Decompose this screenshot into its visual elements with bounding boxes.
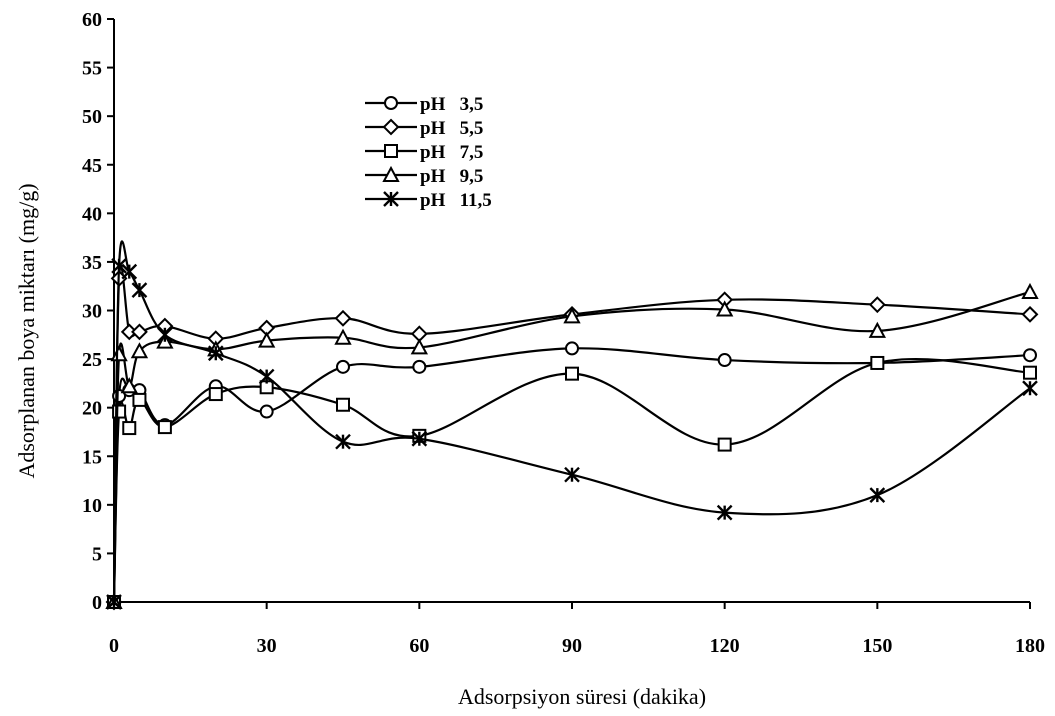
legend-label: pH 5,5 — [420, 118, 483, 139]
data-point-square — [157, 420, 172, 435]
data-point-asterisk — [411, 430, 428, 447]
y-tick-label: 50 — [82, 106, 102, 128]
legend-item-asterisk: pH 11,5 — [365, 190, 492, 211]
data-point-circle — [259, 404, 274, 419]
legend-item-square: pH 7,5 — [365, 142, 483, 163]
data-point-square — [717, 437, 732, 452]
data-point-triangle — [1021, 282, 1039, 300]
y-axis-title: Adsorplanan boya miktarı (mg/g) — [14, 183, 39, 478]
y-tick-label: 45 — [82, 155, 102, 177]
data-point-square — [565, 366, 579, 381]
series-line-triangle — [112, 290, 1031, 603]
data-point-asterisk — [716, 504, 733, 521]
legend-marker-asterisk — [383, 191, 399, 207]
x-tick-label: 60 — [409, 635, 429, 657]
data-point-asterisk — [207, 345, 224, 362]
data-point-asterisk — [131, 282, 148, 298]
data-point-circle — [565, 341, 579, 356]
data-point-triangle — [130, 342, 149, 359]
legend-marker-diamond — [382, 118, 400, 136]
legend-label: pH 9,5 — [420, 166, 483, 187]
data-point-triangle — [257, 331, 276, 348]
y-tick-label: 25 — [82, 349, 102, 371]
data-point-square — [1023, 365, 1037, 380]
y-tick-label: 0 — [92, 592, 102, 614]
data-point-circle — [412, 359, 427, 374]
legend-marker-triangle — [382, 165, 400, 182]
data-point-square — [336, 397, 350, 412]
data-point-triangle — [410, 338, 429, 355]
data-point-asterisk — [1022, 380, 1038, 397]
data-point-diamond — [334, 309, 352, 327]
y-tick-label: 20 — [82, 398, 102, 420]
data-point-square — [112, 404, 127, 419]
y-tick-label: 5 — [92, 543, 102, 565]
y-tick-label: 35 — [82, 252, 102, 274]
data-point-triangle — [868, 321, 887, 338]
series-line-asterisk — [112, 240, 1031, 603]
data-point-asterisk — [258, 368, 275, 385]
legend-label: pH 11,5 — [420, 190, 492, 211]
legend-marker-circle — [384, 96, 398, 110]
x-tick-label: 150 — [862, 635, 892, 657]
data-point-diamond — [1021, 305, 1039, 323]
data-point-square — [122, 421, 137, 436]
data-point-triangle — [563, 307, 581, 324]
y-tick-label: 40 — [82, 203, 102, 225]
data-point-square — [132, 392, 147, 407]
legend-label: pH 3,5 — [420, 94, 483, 115]
data-point-circle — [717, 353, 732, 368]
legend: pH 3,5 pH 5,5 pH 7,5 pH 9,5 pH 11,5 — [365, 94, 492, 211]
data-point-triangle — [715, 300, 734, 317]
y-tick-label: 55 — [82, 58, 102, 80]
data-point-diamond — [131, 323, 148, 341]
legend-item-circle: pH 3,5 — [365, 94, 483, 115]
y-tick-label: 15 — [82, 446, 102, 468]
data-point-asterisk — [335, 433, 351, 450]
data-point-triangle — [110, 345, 128, 362]
y-tick-label: 60 — [82, 9, 102, 31]
legend-item-diamond: pH 5,5 — [365, 118, 483, 139]
series-diamond — [105, 264, 1039, 611]
legend-item-triangle: pH 9,5 — [365, 165, 483, 187]
x-axis-title: Adsorpsiyon süresi (dakika) — [458, 684, 706, 709]
data-point-asterisk — [111, 257, 127, 274]
data-point-asterisk — [106, 594, 122, 610]
axes: 0 5 10 15 20 25 30 35 40 45 50 55 60 0 30 60 90 120 150 180 — [82, 9, 1045, 657]
x-tick-label: 180 — [1015, 635, 1045, 657]
data-point-asterisk — [157, 326, 173, 343]
data-point-circle — [336, 359, 350, 374]
series-square — [107, 355, 1037, 609]
x-tick-label: 120 — [710, 635, 740, 657]
series-asterisk — [106, 240, 1038, 610]
data-point-triangle — [334, 328, 352, 345]
y-tick-label: 30 — [82, 301, 102, 323]
legend-marker-square — [384, 144, 398, 158]
y-tick-label: 10 — [82, 495, 102, 517]
data-point-triangle — [120, 377, 138, 394]
data-point-square — [208, 387, 223, 402]
data-point-asterisk — [121, 263, 138, 280]
data-point-diamond — [868, 296, 886, 314]
data-point-asterisk — [869, 487, 886, 503]
x-tick-label: 90 — [562, 635, 582, 657]
data-point-square — [870, 355, 885, 370]
series-layer — [105, 240, 1039, 611]
legend-label: pH 7,5 — [420, 142, 483, 163]
data-point-asterisk — [564, 466, 580, 483]
x-tick-label: 0 — [109, 635, 119, 657]
x-tick-label: 30 — [257, 635, 277, 657]
data-point-circle — [1023, 348, 1037, 363]
